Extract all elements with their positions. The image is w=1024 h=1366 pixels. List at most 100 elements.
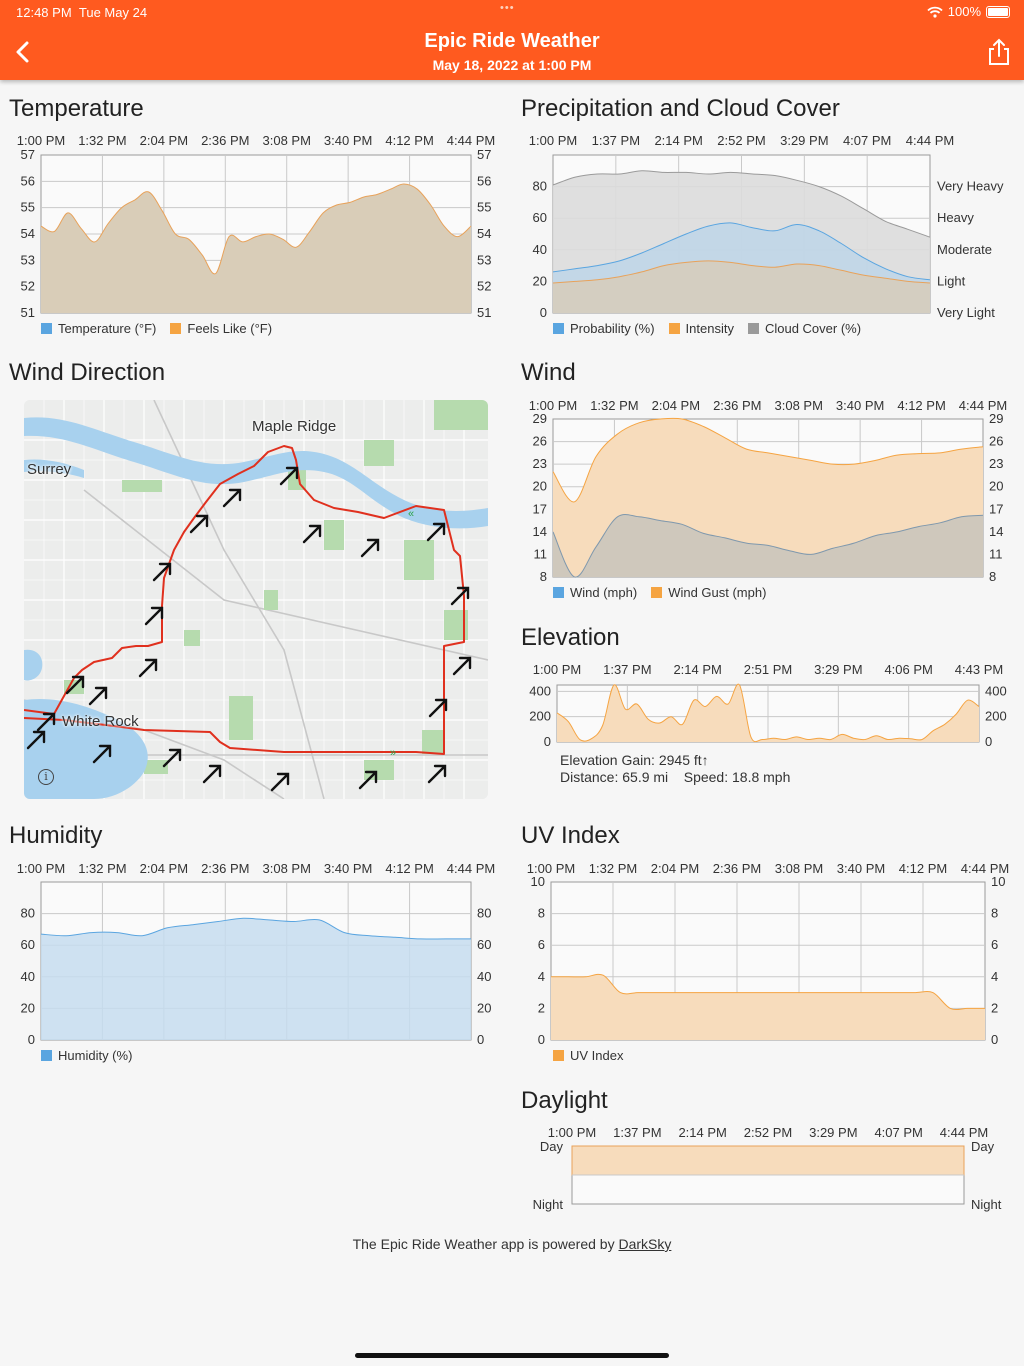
temperature-y-tick-right: 53 [477, 252, 491, 267]
wind-arrow-icon [202, 764, 222, 784]
parks [64, 400, 488, 780]
legend-label: Intensity [685, 321, 734, 336]
uv-y-tick: 2 [538, 1000, 545, 1015]
wind-y-tick: 26 [533, 434, 547, 449]
footer-text: The Epic Ride Weather app is powered by [352, 1236, 615, 1252]
wind-direction-map[interactable]: « » Maple Ridge Surrey White Rock i [24, 400, 488, 799]
feels-like-series-area [41, 184, 471, 313]
elevation-series-area [557, 684, 979, 742]
temperature-y-tick-right: 57 [477, 147, 491, 162]
uv-x-tick: 1:00 PM [527, 861, 575, 876]
elevation-x-tick: 1:37 PM [603, 662, 651, 677]
wind-y-tick: 29 [533, 411, 547, 426]
wind-arrow-icon [428, 698, 448, 718]
elevation-series-line [556, 683, 980, 743]
legend-item: Temperature (°F) [41, 321, 156, 336]
daylight-title: Daylight [521, 1087, 608, 1114]
elevation-y-tick: 0 [544, 734, 551, 749]
uv-y-tick-right: 6 [991, 937, 998, 952]
battery-icon [986, 5, 1010, 18]
precipitation-x-tick: 2:14 PM [654, 133, 702, 148]
temperature-title: Temperature [9, 95, 144, 122]
legend-label: Wind Gust (mph) [668, 585, 767, 600]
legend-item: Cloud Cover (%) [747, 321, 861, 336]
wind-arrow-icon [152, 562, 172, 582]
uv-x-tick: 2:36 PM [713, 861, 761, 876]
daylight-day-band [571, 1145, 965, 1176]
battery-percent: 100% [947, 4, 981, 19]
humidity-y-tick-right: 20 [477, 1000, 491, 1015]
cloud-cover-series-line [552, 170, 931, 238]
elevation-chart: 1:00 PM 1:37 PM 2:14 PM 2:51 PM 3:29 PM 4:06 … [529, 662, 1006, 749]
temperature-x-tick: 2:36 PM [201, 133, 249, 148]
legend-swatch-orange [668, 323, 680, 334]
precipitation-intensity-label: Heavy [937, 210, 974, 225]
humidity-y-tick-right: 40 [477, 969, 491, 984]
elevation-y-tick: 200 [529, 709, 551, 724]
legend-item: UV Index [553, 1048, 623, 1063]
status-bar: 12:48 PM Tue May 24 ••• 100% [0, 0, 1024, 24]
wind-title: Wind [521, 359, 576, 386]
precipitation-title: Precipitation and Cloud Cover [521, 95, 840, 122]
temperature-y-tick-right: 55 [477, 200, 491, 215]
wind-x-tick: 2:36 PM [713, 398, 761, 413]
humidity-y-tick-right: 80 [477, 906, 491, 921]
wind-arrow-icon [222, 488, 242, 508]
humidity-chart: 1:00 PM 1:32 PM 2:04 PM 2:36 PM 3:08 PM 3:40 … [17, 861, 495, 1047]
wind-arrow-icon [427, 764, 447, 784]
chevron-left-icon[interactable] [12, 38, 36, 66]
legend-swatch-blue [41, 323, 52, 334]
temperature-y-tick-right: 51 [477, 305, 491, 320]
precipitation-y-tick: 60 [533, 210, 547, 225]
wind-arrow-icon [88, 686, 108, 706]
wind-y-tick-right: 8 [989, 569, 996, 584]
share-icon[interactable] [986, 38, 1012, 66]
wind-arrow-icon [92, 744, 112, 764]
uv-x-tick: 4:12 PM [899, 861, 947, 876]
wind-x-tick: 3:08 PM [775, 398, 823, 413]
precipitation-y-tick: 80 [533, 179, 547, 194]
temperature-chart: 1:00 PM 1:32 PM 2:04 PM 2:36 PM 3:08 PM 3:40 … [17, 133, 495, 320]
wind-direction-title: Wind Direction [9, 359, 166, 386]
darksky-link[interactable]: DarkSky [618, 1236, 672, 1252]
precipitation-y-tick: 0 [540, 305, 547, 320]
temperature-legend: Temperature (°F) Feels Like (°F) [41, 321, 272, 336]
info-icon[interactable]: i [38, 769, 54, 785]
intensity-series-line [552, 260, 931, 284]
river-branch [24, 459, 84, 478]
uv-y-tick-right: 2 [991, 1000, 998, 1015]
precipitation-legend: Probability (%) Intensity Cloud Cover (%… [553, 321, 861, 336]
legend-label: Feels Like (°F) [187, 321, 273, 336]
wind-arrow-icon [36, 712, 56, 732]
wind-arrow-icon [26, 730, 46, 750]
uv-x-tick: 3:40 PM [837, 861, 885, 876]
wind-x-tick: 2:04 PM [652, 398, 700, 413]
elevation-x-tick: 4:43 PM [955, 662, 1003, 677]
elevation-title: Elevation [521, 624, 620, 651]
humidity-y-tick: 80 [21, 906, 35, 921]
humidity-x-tick: 4:44 PM [447, 861, 495, 876]
temperature-y-tick-right: 56 [477, 173, 491, 188]
wind-y-tick-right: 11 [989, 546, 1003, 561]
temperature-y-tick: 54 [21, 226, 35, 241]
humidity-x-tick: 3:08 PM [263, 861, 311, 876]
daylight-chart: 1:00 PM 1:37 PM 2:14 PM 2:52 PM 3:29 PM 4:07 … [533, 1125, 1002, 1212]
elevation-y-tick-right: 400 [985, 683, 1007, 698]
feels-like-series-line [40, 183, 472, 275]
multitasking-dots[interactable]: ••• [500, 2, 515, 14]
uv-x-tick: 2:04 PM [651, 861, 699, 876]
legend-swatch-blue [553, 323, 564, 334]
uv-x-tick: 3:08 PM [775, 861, 823, 876]
map-label-surrey: Surrey [27, 461, 72, 478]
precipitation-intensity-label: Very Light [937, 305, 995, 320]
elevation-y-tick-right: 0 [985, 734, 992, 749]
daylight-y-label-right: Day [971, 1139, 995, 1154]
legend-swatch-gray [747, 323, 759, 334]
home-indicator[interactable] [355, 1353, 669, 1358]
legend-label: Temperature (°F) [58, 321, 157, 336]
humidity-y-tick: 20 [21, 1000, 35, 1015]
humidity-x-tick: 2:36 PM [201, 861, 249, 876]
humidity-y-tick: 60 [21, 937, 35, 952]
uv-y-tick: 6 [538, 937, 545, 952]
